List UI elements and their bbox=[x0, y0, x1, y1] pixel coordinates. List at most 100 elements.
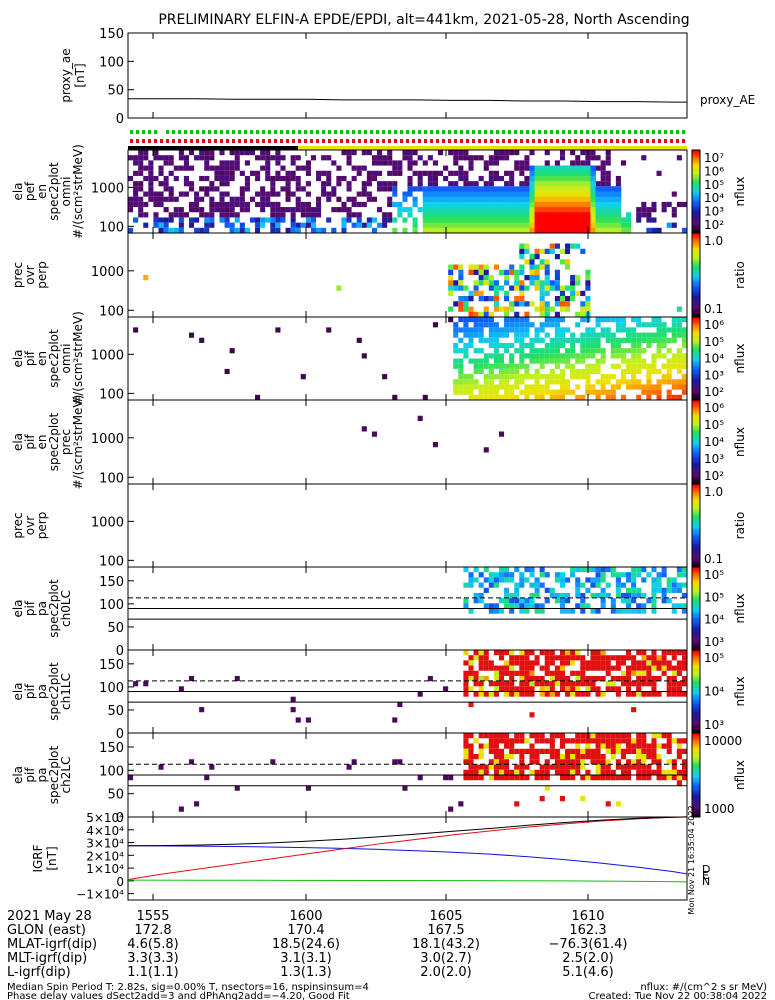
pef-omni-dense-cell bbox=[549, 207, 556, 213]
pef-omni-cell bbox=[605, 155, 611, 161]
pef-omni-colorbar-cell bbox=[692, 170, 700, 174]
pef-omni-cell bbox=[493, 160, 499, 166]
pa-ch2-colorbar-cell bbox=[692, 789, 700, 793]
pa-ch1-cell bbox=[636, 660, 642, 666]
pef-omni-dense-cell bbox=[590, 227, 596, 234]
pef-omni-dense-cell bbox=[575, 170, 581, 177]
pif-omni-cell bbox=[514, 363, 520, 369]
pef-ratio-cell bbox=[498, 306, 505, 312]
pif-omni-cell bbox=[646, 379, 652, 385]
pef-omni-cell bbox=[158, 201, 164, 208]
pif-omni-cell bbox=[570, 342, 576, 349]
pa-ch2-cell bbox=[565, 748, 571, 754]
pef-ratio-colorbar-cell bbox=[692, 233, 700, 236]
pef-omni-dense-cell bbox=[448, 201, 454, 208]
pef-omni-cell bbox=[138, 207, 144, 213]
pif-omni-colorbar-cell bbox=[692, 333, 700, 337]
pef-omni-cell bbox=[458, 170, 464, 176]
pef-omni-cell bbox=[270, 155, 276, 161]
pef-omni-dense-cell bbox=[463, 191, 469, 198]
pa-ch2-cell bbox=[504, 769, 510, 775]
pa-ch0-cell bbox=[483, 577, 489, 583]
pef-omni-cell bbox=[224, 181, 230, 187]
pif-omni-cell bbox=[559, 379, 566, 385]
pif-omni-cell bbox=[488, 384, 494, 390]
pa-ch1-cell bbox=[554, 681, 560, 687]
pef-omni-cell bbox=[432, 160, 438, 166]
pif-omni-colorbar-cell bbox=[692, 391, 700, 395]
pa-ch0-colorbar-cell bbox=[692, 639, 700, 643]
pif-omni-cell bbox=[519, 358, 525, 364]
pa-ch2-cell bbox=[544, 764, 550, 770]
pef-omni-cell bbox=[336, 175, 342, 182]
pa-ch1-cell bbox=[519, 665, 525, 671]
status-red-mark bbox=[670, 139, 673, 143]
pef-ratio-cell bbox=[554, 285, 560, 291]
pif-omni-cell bbox=[524, 322, 530, 328]
pef-omni-cell bbox=[366, 170, 372, 176]
pa-ch0-cell bbox=[570, 608, 576, 614]
status-green-mark bbox=[148, 130, 151, 134]
pef-omni-cell bbox=[128, 175, 134, 182]
pef-omni-dense-cell bbox=[524, 191, 530, 198]
status-green-mark bbox=[574, 130, 577, 134]
panel-pa-ch1: 150100500elapifpaspec2plotch1LC10⁵10⁴10³… bbox=[11, 649, 747, 742]
pa-ch2-cell bbox=[468, 733, 474, 739]
pif-omni-cell bbox=[636, 342, 642, 349]
pif-omni-cell bbox=[544, 332, 550, 338]
pif-omni-cell bbox=[549, 342, 555, 349]
pef-omni-dense-cell bbox=[478, 191, 485, 198]
pa-ch1-cell bbox=[473, 691, 479, 697]
pef-omni-cell bbox=[361, 165, 367, 171]
pif-ratio-ylabel-line: prec bbox=[11, 512, 25, 538]
pef-omni-cell bbox=[209, 212, 215, 218]
pif-omni-cell bbox=[651, 353, 657, 359]
pef-omni-cell bbox=[153, 175, 159, 182]
pa-ch2-cell bbox=[631, 764, 637, 770]
pa-ch1-cell bbox=[559, 660, 566, 666]
pif-ratio-colorbar-cell bbox=[692, 519, 700, 522]
pa-ch1-colorbar-cell bbox=[692, 666, 700, 670]
pef-omni-cell bbox=[305, 217, 311, 223]
pif-omni-cell bbox=[620, 394, 627, 400]
pa-ch0-cell bbox=[636, 572, 642, 578]
pif-omni-colorbar-cell bbox=[692, 393, 700, 397]
pif-omni-colorbar-tick: 10⁵ bbox=[704, 335, 724, 349]
status-green-mark bbox=[304, 130, 307, 134]
pef-omni-cell bbox=[316, 207, 322, 213]
pa-ch0-cell bbox=[666, 577, 672, 583]
pef-omni-cell bbox=[402, 227, 408, 233]
pef-omni-cell bbox=[153, 212, 159, 218]
pif-omni-cell bbox=[585, 379, 591, 385]
pa-ch2-colorbar-cell bbox=[692, 735, 700, 738]
pa-ch0-cell bbox=[676, 567, 682, 573]
pif-prec-colorbar-cell bbox=[692, 433, 700, 437]
pef-omni-colorbar-cell bbox=[692, 179, 700, 182]
pa-ch0-cell bbox=[626, 572, 632, 578]
pef-omni-dense-cell bbox=[544, 201, 551, 208]
pa-ch0-cell bbox=[544, 587, 550, 593]
pif-prec-colorbar-cell bbox=[692, 469, 700, 472]
pif-omni-cell bbox=[615, 379, 621, 385]
pef-omni-dense-cell bbox=[458, 212, 464, 218]
pa-ch2-cell bbox=[580, 759, 586, 765]
pif-omni-cell bbox=[458, 337, 464, 343]
pa-ch1-cell bbox=[534, 660, 540, 666]
pef-omni-dense-cell bbox=[478, 212, 485, 218]
pef-ratio-colorbar-cell bbox=[692, 306, 700, 310]
pa-ch1-cell bbox=[559, 650, 566, 656]
pef-ratio-colorbar-cell bbox=[692, 279, 700, 282]
pef-ratio-cell bbox=[554, 280, 560, 286]
pef-omni-cell bbox=[229, 196, 235, 202]
pa-ch0-cell bbox=[524, 567, 530, 573]
status-green-mark bbox=[580, 130, 583, 134]
pef-omni-colorbar-cell bbox=[692, 152, 700, 155]
pef-omni-cell bbox=[249, 150, 256, 156]
pif-omni-cell bbox=[493, 389, 499, 395]
pa-ch1-cell bbox=[626, 686, 632, 692]
pef-omni-cell bbox=[392, 160, 398, 166]
pef-omni-cell bbox=[138, 155, 144, 161]
status-green-mark bbox=[658, 130, 661, 134]
pef-ratio-ylabel-line: prec bbox=[11, 262, 25, 288]
pa-ch1-cell bbox=[534, 675, 540, 682]
